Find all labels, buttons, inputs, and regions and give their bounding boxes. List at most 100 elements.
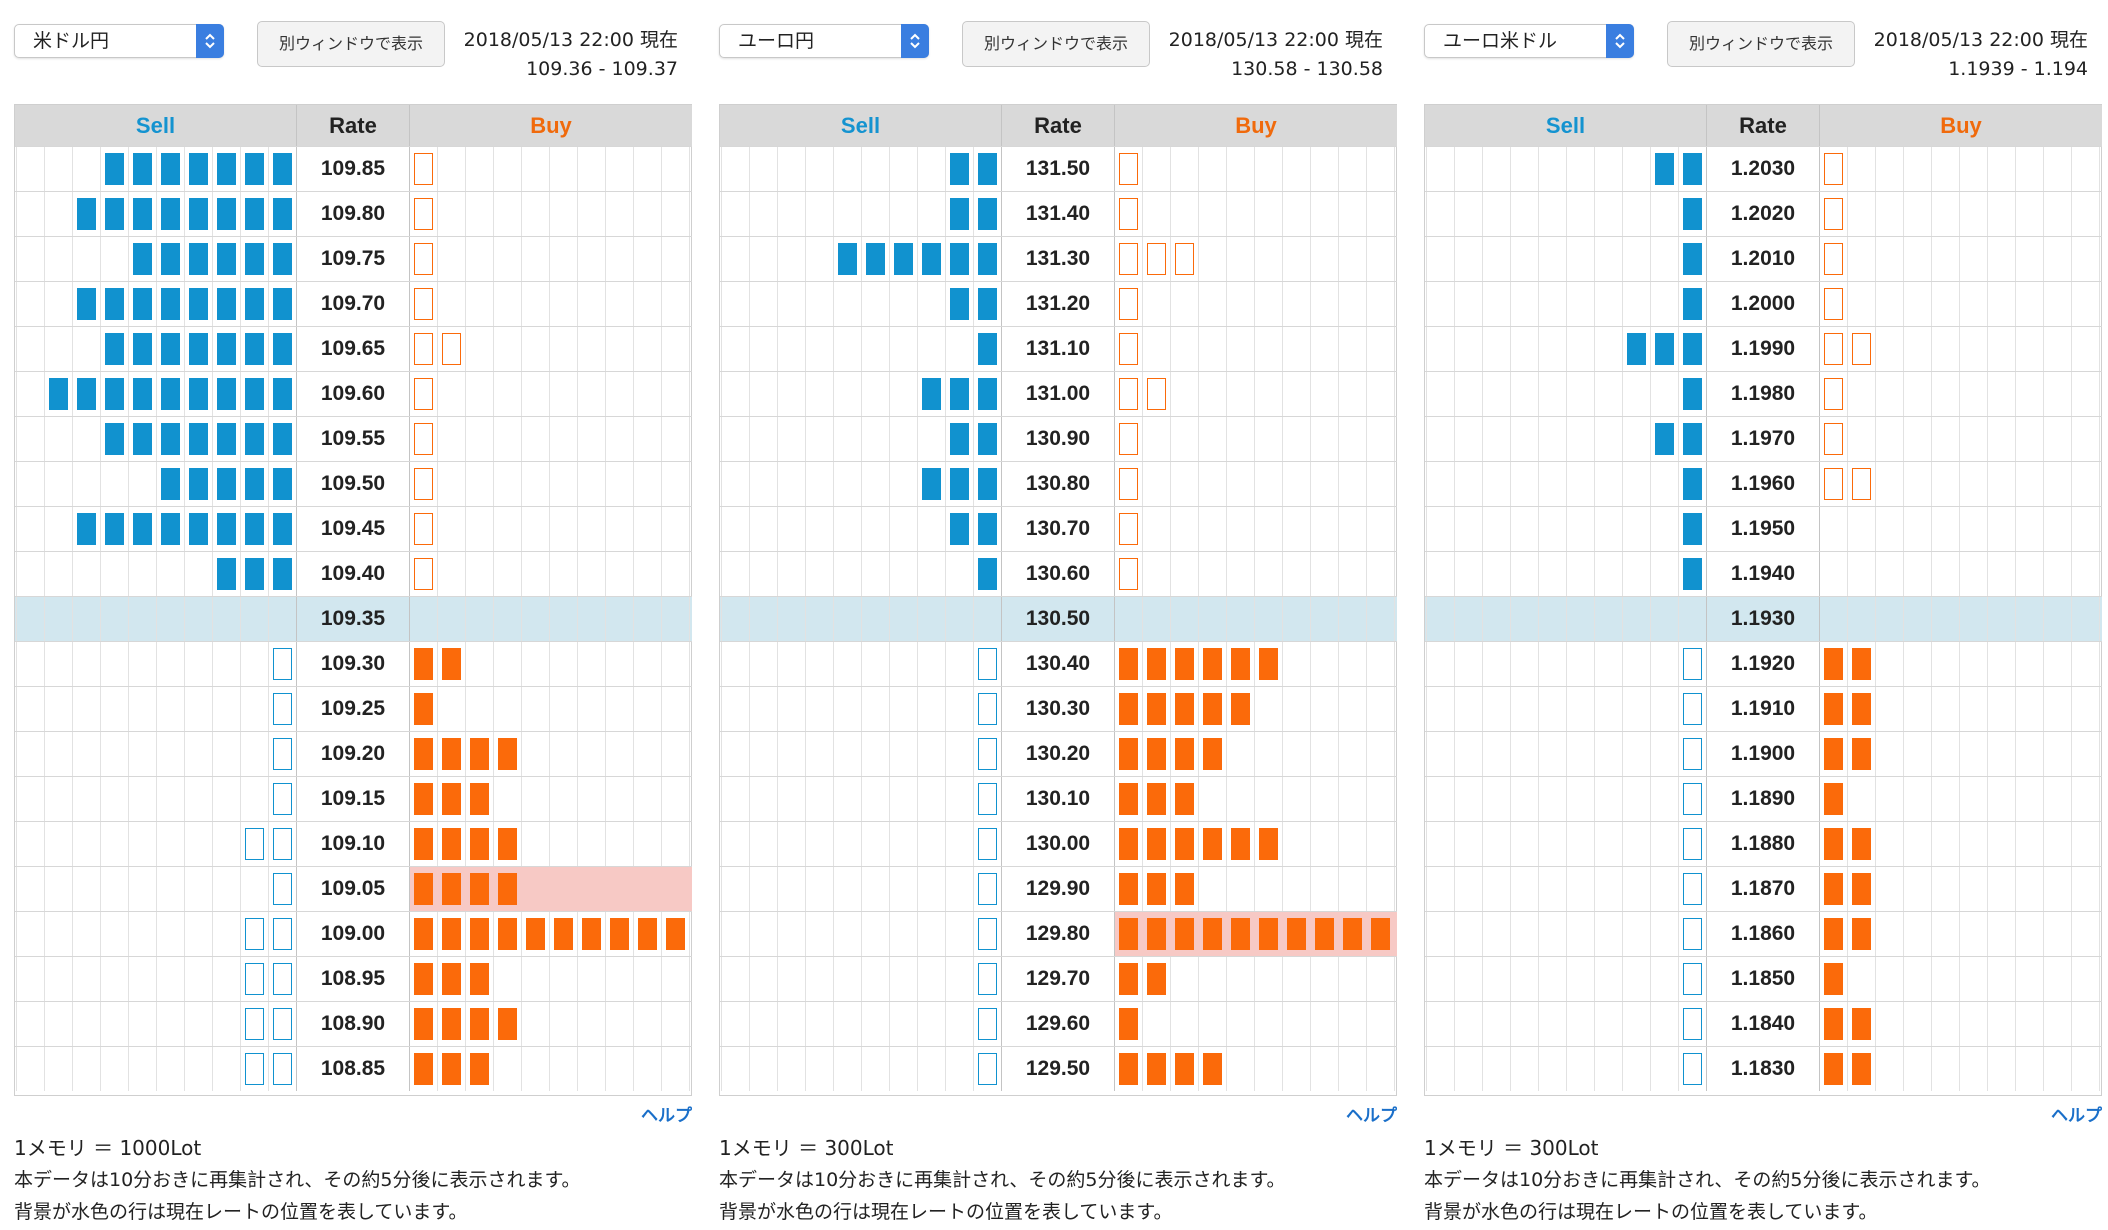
open-window-button[interactable]: 別ウィンドウで表示	[1667, 21, 1855, 67]
buy-volume-block	[1119, 468, 1138, 500]
sell-volume-cell	[1425, 552, 1706, 596]
rate-value: 130.60	[1001, 552, 1115, 596]
currency-pair-select[interactable]: 米ドル円	[14, 24, 224, 58]
buy-volume-cell	[1115, 867, 1397, 911]
sell-volume-block	[273, 963, 292, 995]
sell-volume-block	[217, 558, 236, 590]
sell-volume-block	[1683, 243, 1702, 275]
current-rate-range: 109.36 - 109.37	[526, 58, 678, 80]
buy-volume-cell	[410, 192, 692, 236]
sell-volume-cell	[1425, 237, 1706, 281]
rate-value: 130.80	[1001, 462, 1115, 506]
buy-volume-block	[470, 783, 489, 815]
buy-volume-block	[554, 918, 573, 950]
buy-volume-cell	[1115, 1047, 1397, 1091]
refresh-note: 本データは10分おきに再集計され、その約5分後に表示されます。	[719, 1169, 1286, 1191]
sell-volume-block	[245, 288, 264, 320]
sell-volume-block	[189, 198, 208, 230]
buy-volume-cell	[410, 597, 692, 641]
sell-volume-block	[922, 378, 941, 410]
rate-row: 109.15	[15, 776, 692, 821]
sell-volume-cell	[15, 417, 296, 461]
sell-volume-cell	[15, 192, 296, 236]
rate-value: 1.2010	[1706, 237, 1820, 281]
background-note: 背景が水色の行は現在レートの位置を表しています。	[719, 1201, 1173, 1223]
rate-value: 109.05	[296, 867, 410, 911]
select-stepper-icon[interactable]	[196, 24, 224, 58]
sell-volume-block	[978, 558, 997, 590]
sell-volume-cell	[15, 732, 296, 776]
buy-volume-block	[1852, 828, 1871, 860]
sell-volume-block	[1683, 153, 1702, 185]
help-link[interactable]: ヘルプ	[641, 1106, 692, 1126]
sell-volume-block	[950, 423, 969, 455]
buy-volume-block	[414, 198, 433, 230]
notes: 1メモリ ＝ 300Lot 本データは10分おきに再集計され、その約5分後に表示…	[719, 1132, 1286, 1228]
select-stepper-icon[interactable]	[901, 24, 929, 58]
sell-volume-block	[245, 1053, 264, 1085]
help-link[interactable]: ヘルプ	[1346, 1106, 1397, 1126]
buy-volume-block	[1147, 378, 1166, 410]
current-rate-range: 130.58 - 130.58	[1231, 58, 1383, 80]
buy-volume-cell	[410, 642, 692, 686]
buy-volume-cell	[1115, 507, 1397, 551]
sell-volume-block	[978, 873, 997, 905]
sell-volume-cell	[720, 147, 1001, 191]
rate-row: 130.90	[720, 416, 1397, 461]
rate-value: 109.00	[296, 912, 410, 956]
sell-volume-block	[273, 738, 292, 770]
rate-value: 130.10	[1001, 777, 1115, 821]
sell-volume-block	[245, 333, 264, 365]
open-window-button[interactable]: 別ウィンドウで表示	[962, 21, 1150, 67]
sell-volume-block	[273, 828, 292, 860]
update-timestamp: 2018/05/13 22:00 現在	[1168, 29, 1383, 51]
buy-volume-block	[1203, 1053, 1222, 1085]
sell-volume-block	[133, 333, 152, 365]
buy-volume-block	[1147, 243, 1166, 275]
order-book-table: Sell Rate Buy 131.50 131.40 131.30	[719, 104, 1397, 1096]
sell-volume-block	[273, 873, 292, 905]
buy-volume-block	[1824, 1008, 1843, 1040]
refresh-note: 本データは10分おきに再集計され、その約5分後に表示されます。	[14, 1169, 581, 1191]
sell-volume-block	[189, 468, 208, 500]
select-stepper-icon[interactable]	[1606, 24, 1634, 58]
buy-volume-block	[414, 333, 433, 365]
order-book-panel: ユーロ米ドル 別ウィンドウで表示 2018/05/13 22:00 現在 1.1…	[1424, 0, 2102, 1230]
buy-volume-block	[414, 738, 433, 770]
buy-volume-block	[414, 378, 433, 410]
rate-row: 1.1830	[1425, 1046, 2102, 1091]
sell-column-header: Sell	[720, 105, 1001, 146]
help-link[interactable]: ヘルプ	[2051, 1106, 2102, 1126]
sell-volume-block	[161, 423, 180, 455]
buy-volume-block	[1824, 918, 1843, 950]
rate-value: 1.1880	[1706, 822, 1820, 866]
buy-volume-block	[414, 423, 433, 455]
sell-volume-cell	[15, 552, 296, 596]
rate-value: 108.90	[296, 1002, 410, 1046]
buy-volume-block	[1147, 648, 1166, 680]
sell-volume-block	[217, 288, 236, 320]
rate-value: 1.2030	[1706, 147, 1820, 191]
sell-volume-block	[950, 198, 969, 230]
currency-pair-select[interactable]: ユーロ円	[719, 24, 929, 58]
buy-volume-cell	[1820, 147, 2102, 191]
sell-volume-block	[245, 198, 264, 230]
sell-volume-block	[1683, 333, 1702, 365]
currency-pair-select[interactable]: ユーロ米ドル	[1424, 24, 1634, 58]
buy-volume-cell	[410, 507, 692, 551]
rate-update-info: 2018/05/13 22:00 現在 130.58 - 130.58	[1169, 26, 1383, 84]
rate-value: 1.1850	[1706, 957, 1820, 1001]
sell-volume-block	[217, 333, 236, 365]
sell-volume-block	[273, 198, 292, 230]
open-window-button[interactable]: 別ウィンドウで表示	[257, 21, 445, 67]
rate-value: 109.10	[296, 822, 410, 866]
buy-volume-cell	[1115, 1002, 1397, 1046]
sell-volume-block	[217, 198, 236, 230]
order-book-rows: 109.85 109.80 109.75 109.70 109.65	[15, 146, 692, 1091]
sell-volume-block	[978, 738, 997, 770]
sell-volume-block	[978, 513, 997, 545]
sell-volume-cell	[15, 597, 296, 641]
rate-row: 1.1850	[1425, 956, 2102, 1001]
current-rate-row: 109.35	[15, 596, 692, 641]
buy-volume-block	[1343, 918, 1362, 950]
